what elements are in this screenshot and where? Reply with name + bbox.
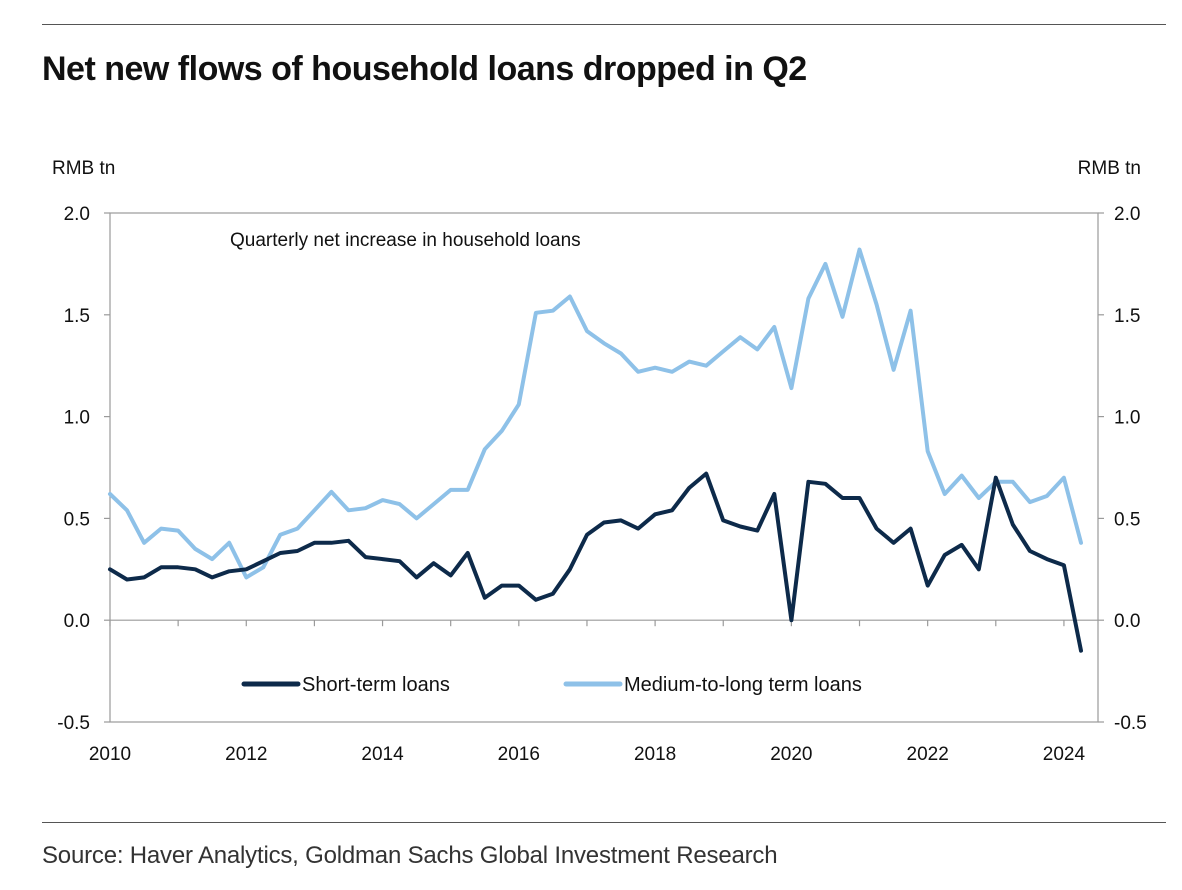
y-tick-label-right: 1.5 [1114,306,1140,327]
right-axis-unit: RMB tn [1078,158,1141,179]
y-tick-label-left: -0.5 [57,713,90,734]
y-tick-label-left: 0.0 [64,611,90,632]
legend: Short-term loans Medium-to-long term loan… [241,674,862,696]
left-axis-unit: RMB tn [52,158,115,179]
series-layer [108,247,1083,653]
axes: -0.5 -0.5 0.0 0.0 0.5 0.5 1.0 1.0 1.5 1.5 2.0 2.0 20… [57,204,1147,765]
chart-annotation: Quarterly net increase in household loan… [230,230,581,251]
x-tick-label: 2010 [89,744,131,765]
x-tick-label: 2022 [907,744,949,765]
chart-title: Net new flows of household loans dropped… [42,50,807,88]
top-rule [42,24,1166,25]
source-note: Source: Haver Analytics, Goldman Sachs G… [42,842,778,869]
x-tick-label: 2020 [770,744,812,765]
y-tick-label-right: 2.0 [1114,204,1140,225]
x-tick-label: 2012 [225,744,267,765]
legend-short-term-label: Short-term loans [302,674,450,696]
plot-frame [109,212,1099,723]
y-tick-label-right: -0.5 [1114,713,1147,734]
x-tick-label: 2016 [498,744,540,765]
y-tick-label-left: 1.0 [64,408,90,429]
y-tick-label-left: 1.5 [64,306,90,327]
bottom-rule [42,822,1166,823]
y-tick-label-left: 2.0 [64,204,90,225]
x-tick-label: 2014 [361,744,404,765]
x-tick-label: 2024 [1043,744,1086,765]
y-tick-label-right: 0.5 [1114,509,1140,530]
legend-medium-long-term-label: Medium-to-long term loans [624,674,862,696]
y-tick-label-right: 0.0 [1114,611,1140,632]
y-tick-label-left: 0.5 [64,509,90,530]
series-line-medium-long-term [108,247,1083,580]
series-line-short-term [108,471,1083,653]
x-tick-label: 2018 [634,744,676,765]
y-tick-label-right: 1.0 [1114,408,1140,429]
